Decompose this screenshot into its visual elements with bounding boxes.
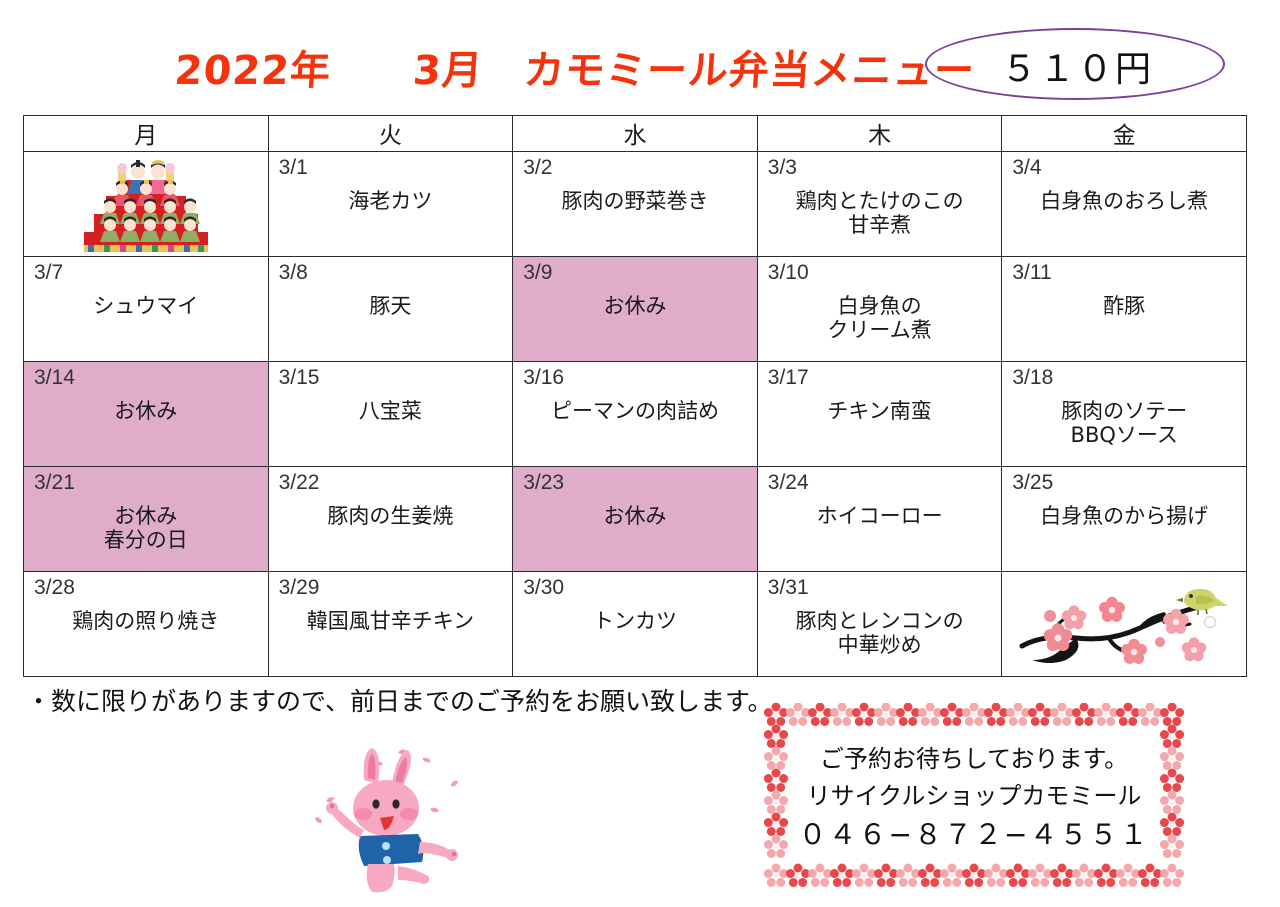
page-title: 2022年 3月 カモミール弁当メニュー [173,48,977,94]
plum-branch-warbler-icon [1002,572,1246,676]
cell-menu: ピーマンの肉詰め [550,399,719,423]
calendar-cell: 3/24 ホイコーロー [756,466,1003,572]
cell-menu: 豚肉のソテー BBQソース [1061,399,1188,447]
cell-menu: お休み [603,294,667,318]
cell-menu: 豚肉とレンコンの 中華炒め [795,609,964,657]
hina-dolls-icon [24,152,268,256]
cell-date: 3/3 [767,156,797,179]
cell-menu: 韓国風甘辛チキン [306,609,475,633]
calendar-cell-holiday: 3/21 お休み 春分の日 [23,466,269,572]
contact-phone: ０４６−８７２−４５５１ [798,817,1150,851]
calendar-cell: 3/8 豚天 [267,256,514,362]
calendar-week-row: 3/14 お休み 3/15 八宝菜 3/16 ピーマンの肉詰め 3/17 チキン… [23,361,1247,467]
cell-date: 3/29 [278,576,320,599]
price-badge: ５１０円 [925,28,1225,100]
contact-box: ご予約お待ちしております。 リサイクルショップカモミール ０４６−８７２−４５５… [764,703,1184,888]
contact-line-1: ご予約お待ちしております。 [819,744,1129,773]
calendar-cell: 3/16 ピーマンの肉詰め [512,361,758,467]
calendar-header: 月 火 水 木 金 [23,115,1247,152]
cell-date: 3/9 [523,261,553,284]
cell-date: 3/30 [523,576,565,599]
cell-menu: お休み [114,399,178,423]
cell-date: 3/23 [523,471,565,494]
calendar-cell [1001,571,1247,677]
cell-menu: お休み 春分の日 [103,504,188,552]
cell-menu: 鶏肉とたけのこの 甘辛煮 [795,189,964,237]
reservation-note: ・数に限りがありますので、前日までのご予約をお願い致します。 [26,687,773,716]
cell-menu: 酢豚 [1103,294,1146,318]
cell-date: 3/16 [523,366,565,389]
contact-text-group: ご予約お待ちしております。 リサイクルショップカモミール ０４６−８７２−４５５… [790,725,1158,866]
pink-rabbit-icon [302,742,482,902]
calendar-cell: 3/1 海老カツ [267,151,514,257]
cell-date: 3/8 [278,261,308,284]
calendar-cell: 3/28 鶏肉の照り焼き [23,571,269,677]
cell-menu: トンカツ [592,609,677,633]
cell-menu: 豚天 [369,294,412,318]
cell-date: 3/2 [523,156,553,179]
calendar-cell: 3/3 鶏肉とたけのこの 甘辛煮 [756,151,1003,257]
cell-menu: 白身魚のおろし煮 [1040,189,1209,213]
calendar-cell: 3/15 八宝菜 [267,361,514,467]
calendar-cell: 3/2 豚肉の野菜巻き [512,151,758,257]
cell-menu: 豚肉の生姜焼 [327,504,454,528]
calendar-cell: 3/30 トンカツ [512,571,758,677]
price-value: ５１０円 [1000,49,1153,90]
calendar-cell: 3/7 シュウマイ [23,256,269,362]
cell-date: 3/17 [767,366,809,389]
menu-calendar: 月 火 水 木 金 [23,115,1247,677]
cell-date: 3/10 [767,261,809,284]
calendar-week-row: 3/7 シュウマイ 3/8 豚天 3/9 お休み 3/10 白身魚の クリーム煮… [23,256,1247,362]
cell-date: 3/18 [1012,366,1054,389]
calendar-cell: 3/22 豚肉の生姜焼 [267,466,514,572]
page-header: 2022年 3月 カモミール弁当メニュー ５１０円 [0,0,1280,110]
calendar-body: 3/1 海老カツ 3/2 豚肉の野菜巻き 3/3 鶏肉とたけのこの 甘辛煮 3/… [23,151,1247,677]
cell-menu: 海老カツ [348,189,433,213]
calendar-cell-holiday: 3/14 お休み [23,361,269,467]
calendar-cell: 3/29 韓国風甘辛チキン [267,571,514,677]
calendar-cell: 3/10 白身魚の クリーム煮 [756,256,1003,362]
calendar-cell: 3/17 チキン南蛮 [756,361,1003,467]
cell-date: 3/7 [34,261,64,284]
cell-date: 3/14 [34,366,75,389]
calendar-cell: 3/4 白身魚のおろし煮 [1001,151,1247,257]
calendar-week-row: 3/21 お休み 春分の日 3/22 豚肉の生姜焼 3/23 お休み 3/24 … [23,466,1247,572]
cell-date: 3/15 [278,366,320,389]
plum-blossom-frame-icon [764,703,1184,887]
weekday-header-fri: 金 [1001,115,1247,152]
calendar-cell [23,151,269,257]
calendar-cell: 3/25 白身魚のから揚げ [1001,466,1247,572]
cell-date: 3/21 [34,471,75,494]
cell-date: 3/4 [1012,156,1042,179]
weekday-header-tue: 火 [267,115,514,152]
cell-menu: 鶏肉の照り焼き [72,609,220,633]
cell-date: 3/24 [767,471,809,494]
calendar-cell: 3/31 豚肉とレンコンの 中華炒め [756,571,1003,677]
cell-date: 3/31 [767,576,809,599]
cell-date: 3/28 [34,576,75,599]
weekday-header-row: 月 火 水 木 金 [23,115,1247,152]
cell-date: 3/11 [1012,261,1052,284]
weekday-header-wed: 水 [512,115,758,152]
cell-date: 3/22 [278,471,320,494]
cell-menu: 白身魚のから揚げ [1040,504,1209,528]
calendar-cell: 3/11 酢豚 [1001,256,1247,362]
cell-menu: シュウマイ [93,294,199,318]
cell-menu: 豚肉の野菜巻き [561,189,709,213]
weekday-header-thu: 木 [756,115,1003,152]
contact-line-2: リサイクルショップカモミール [806,781,1142,810]
cell-menu: お休み [603,504,667,528]
calendar-cell-holiday: 3/23 お休み [512,466,758,572]
calendar-cell: 3/18 豚肉のソテー BBQソース [1001,361,1247,467]
cell-menu: ホイコーロー [816,504,943,528]
calendar-cell-holiday: 3/9 お休み [512,256,758,362]
cell-date: 3/25 [1012,471,1054,494]
cell-menu: チキン南蛮 [827,399,932,423]
cell-date: 3/1 [278,156,308,179]
weekday-header-mon: 月 [23,115,269,152]
calendar-week-row: 3/1 海老カツ 3/2 豚肉の野菜巻き 3/3 鶏肉とたけのこの 甘辛煮 3/… [23,151,1247,257]
calendar-week-row: 3/28 鶏肉の照り焼き 3/29 韓国風甘辛チキン 3/30 トンカツ 3/3… [23,571,1247,677]
cell-menu: 白身魚の クリーム煮 [827,294,932,342]
cell-menu: 八宝菜 [358,399,422,423]
